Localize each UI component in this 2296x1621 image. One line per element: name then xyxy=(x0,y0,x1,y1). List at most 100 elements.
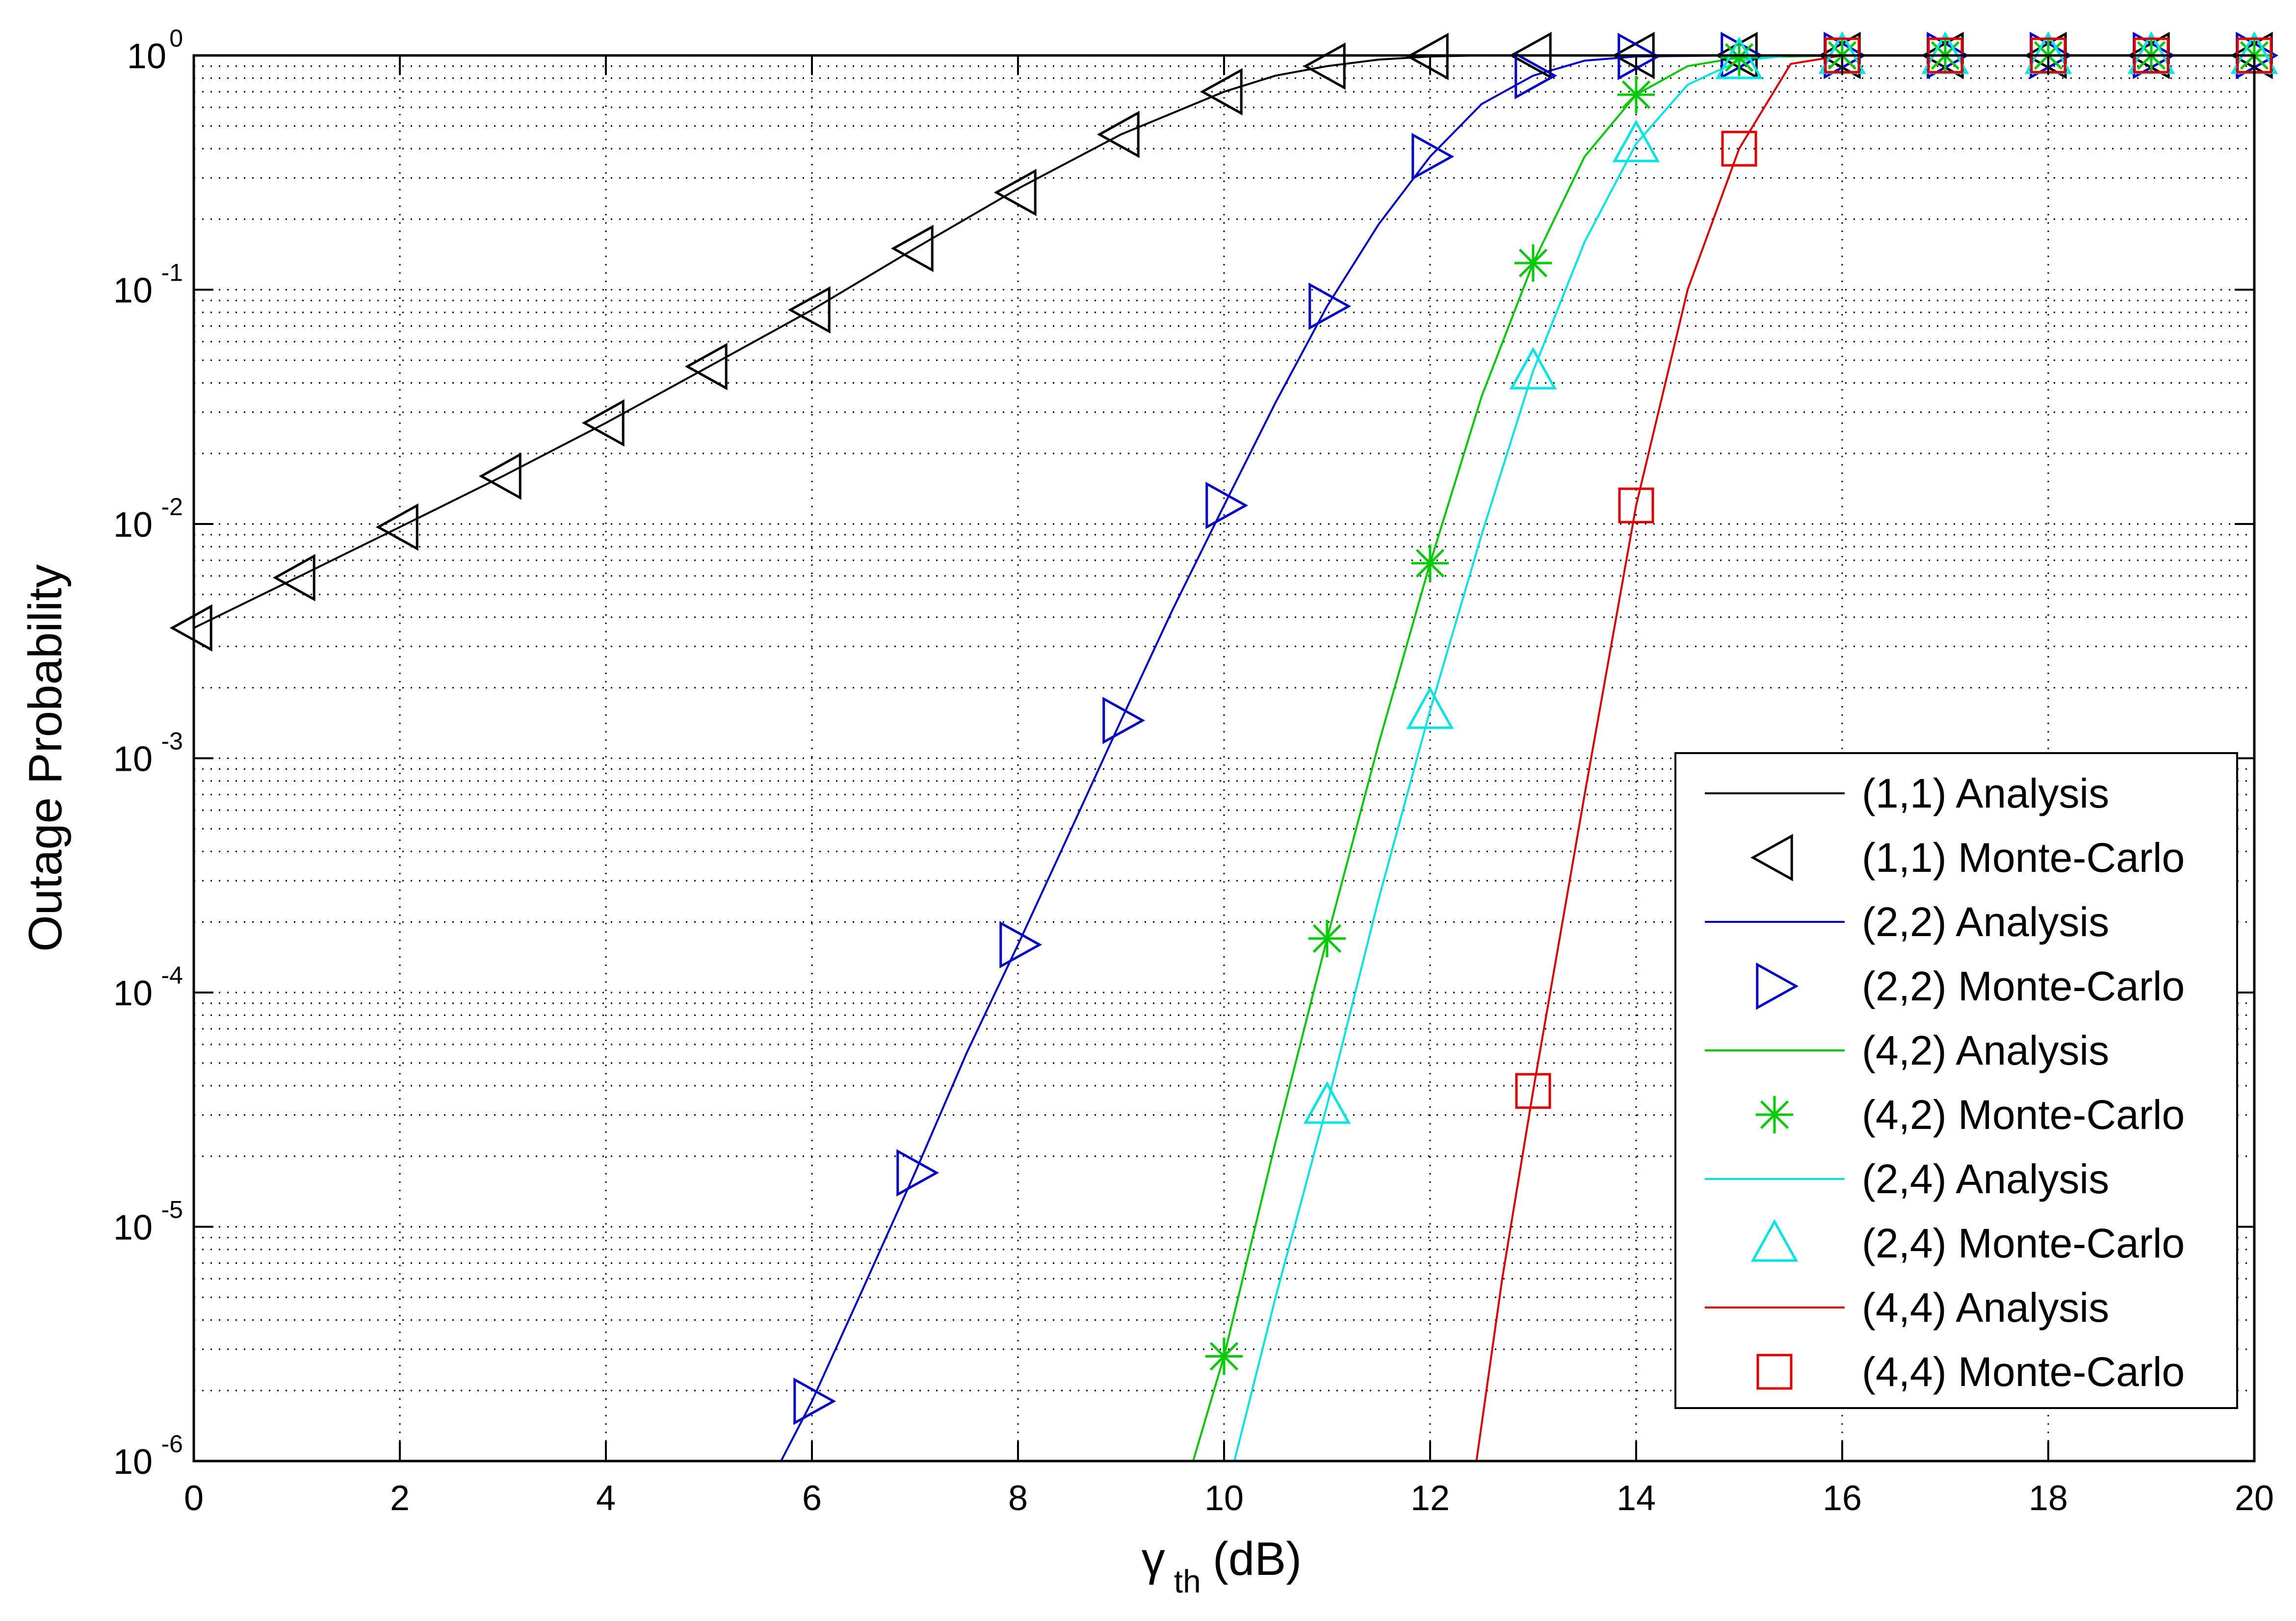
legend-entry: (4,4) Monte-Carlo xyxy=(1756,1349,2185,1395)
legend-label: (4,2) Analysis xyxy=(1862,1027,2109,1073)
grid-lines xyxy=(194,55,2254,1461)
x-axis-unit: (dB) xyxy=(1213,1533,1302,1585)
x-tick-label: 2 xyxy=(390,1479,410,1518)
legend-entry: (4,4) Analysis xyxy=(1705,1284,2109,1331)
legend-entry: (2,2) Monte-Carlo xyxy=(1756,962,2185,1010)
legend-box xyxy=(1674,752,2238,1409)
data-point-marker xyxy=(1411,132,1455,181)
data-point-marker xyxy=(1411,544,1449,582)
legend-entry: (4,2) Monte-Carlo xyxy=(1756,1092,2185,1138)
legend-label: (1,1) Analysis xyxy=(1862,770,2109,816)
legend-label: (4,2) Monte-Carlo xyxy=(1862,1092,2185,1138)
legend-label: (2,2) Analysis xyxy=(1862,899,2109,945)
data-point-marker xyxy=(1515,1073,1551,1109)
x-tick-label: 10 xyxy=(1204,1479,1244,1518)
data-point-marker xyxy=(1308,919,1346,957)
legend: (1,1) Analysis (1,1) Monte-Carlo (2,2) Ana… xyxy=(1674,752,2238,1409)
legend-marker-swatch xyxy=(1750,834,1793,882)
x-tick-label: 12 xyxy=(1410,1479,1450,1518)
y-tick-base: 10 xyxy=(113,740,153,779)
legend-entry: (4,2) Analysis xyxy=(1705,1027,2109,1073)
x-tick-label: 14 xyxy=(1617,1479,1656,1518)
data-point-marker xyxy=(1205,1337,1243,1375)
y-tick-exponent: -2 xyxy=(161,493,183,521)
legend-entry: (2,4) Analysis xyxy=(1705,1156,2109,1202)
data-point-marker xyxy=(1612,119,1660,162)
y-tick-exponent: -4 xyxy=(161,962,183,989)
y-tick-base: 10 xyxy=(113,974,153,1013)
data-point-marker xyxy=(1514,244,1552,282)
legend-entry: (1,1) Analysis xyxy=(1705,770,2109,816)
data-point-marker xyxy=(1200,68,1243,116)
data-point-marker xyxy=(1721,131,1757,167)
data-point-marker xyxy=(1303,1081,1351,1124)
y-tick-label: -4 10 xyxy=(113,962,183,1013)
data-point-marker xyxy=(684,342,728,391)
legend-marker-swatch xyxy=(1756,1354,1793,1390)
y-tick-label: -6 10 xyxy=(113,1430,183,1482)
y-tick-base: 10 xyxy=(113,1442,153,1482)
x-tick-label: 4 xyxy=(596,1479,616,1518)
legend-marker-swatch xyxy=(1756,1096,1793,1133)
y-tick-base: 10 xyxy=(113,1208,153,1248)
data-point-marker xyxy=(787,286,831,334)
data-point-marker xyxy=(1509,346,1557,390)
data-point-marker xyxy=(999,921,1043,968)
y-tick-label: -5 10 xyxy=(113,1196,183,1248)
y-tick-exponent: 0 xyxy=(169,25,183,52)
x-tick-label: 6 xyxy=(802,1479,822,1518)
data-point-marker xyxy=(1406,686,1454,729)
data-point-marker xyxy=(1102,697,1146,744)
data-point-marker xyxy=(169,604,212,652)
data-point-marker xyxy=(1096,110,1140,158)
y-tick-label: 010 xyxy=(127,25,183,76)
data-point-marker xyxy=(581,399,625,447)
legend-label: (1,1) Monte-Carlo xyxy=(1862,835,2185,881)
legend-entry: (2,4) Monte-Carlo xyxy=(1750,1219,2185,1266)
data-point-marker xyxy=(793,1377,836,1425)
y-tick-label: -2 10 xyxy=(113,493,183,545)
y-tick-exponent: -6 xyxy=(161,1430,183,1458)
y-tick-base: 10 xyxy=(113,505,153,545)
legend-entry: (2,2) Analysis xyxy=(1705,899,2109,945)
data-point-marker xyxy=(375,503,418,551)
y-tick-label: -3 10 xyxy=(113,728,183,779)
x-tick-label: 20 xyxy=(2235,1479,2274,1518)
y-tick-base: 10 xyxy=(127,37,166,76)
data-point-marker xyxy=(993,169,1037,216)
x-axis-symbol: γ xyxy=(1142,1533,1165,1585)
legend-label: (2,4) Analysis xyxy=(1862,1156,2109,1202)
series-markers-1 xyxy=(169,31,2273,652)
x-axis-label: γ th (dB) xyxy=(1142,1533,1302,1599)
y-tick-exponent: -5 xyxy=(161,1196,183,1224)
y-tick-exponent: -1 xyxy=(161,259,183,287)
x-tick-label: 8 xyxy=(1008,1479,1028,1518)
legend-label: (2,2) Monte-Carlo xyxy=(1862,963,2185,1009)
legend-label: (2,4) Monte-Carlo xyxy=(1862,1220,2185,1266)
x-axis-ticks: 0 2 4 6 8 10 12 14 16 18 20 xyxy=(184,55,2274,1518)
y-axis-ticks: 010-110-210-310-410-510-610 xyxy=(113,25,2254,1482)
x-tick-label: 0 xyxy=(184,1479,204,1518)
legend-label: (4,4) Monte-Carlo xyxy=(1862,1349,2185,1395)
data-point-marker xyxy=(890,225,934,272)
legend-marker-swatch xyxy=(1756,962,1799,1010)
x-tick-label: 16 xyxy=(1823,1479,1862,1518)
x-tick-label: 18 xyxy=(2029,1479,2068,1518)
data-point-marker xyxy=(1205,481,1249,529)
data-point-marker xyxy=(896,1149,939,1197)
data-point-marker xyxy=(1715,36,1763,79)
data-point-marker xyxy=(1514,52,1558,100)
data-point-marker xyxy=(272,554,315,601)
y-tick-label: -1 10 xyxy=(113,259,183,311)
y-axis-label: Outage Probability xyxy=(19,564,72,952)
data-point-marker xyxy=(1308,282,1352,330)
legend-entry: (1,1) Monte-Carlo xyxy=(1750,834,2185,882)
data-point-marker xyxy=(478,452,522,500)
data-point-marker xyxy=(1618,487,1654,523)
data-point-marker xyxy=(1721,39,1758,77)
y-tick-exponent: -3 xyxy=(161,728,183,755)
data-point-marker xyxy=(1618,76,1655,113)
x-axis-subscript: th xyxy=(1174,1563,1201,1599)
legend-marker-swatch xyxy=(1750,1219,1799,1262)
